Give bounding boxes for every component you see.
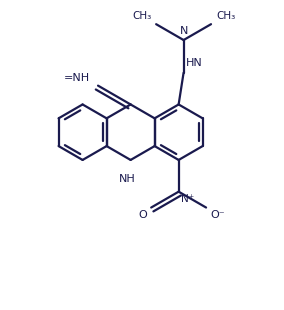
Text: N: N [179,26,188,36]
Text: HN: HN [185,58,202,68]
Bar [117,166,145,182]
Text: O⁻: O⁻ [210,210,225,219]
Text: N⁺: N⁺ [181,194,194,204]
Text: NH: NH [119,174,136,184]
Text: CH₃: CH₃ [132,11,151,21]
Text: O: O [139,210,147,219]
Text: CH₃: CH₃ [216,11,235,21]
Text: NH: NH [119,170,136,180]
Text: =NH: =NH [64,73,90,83]
